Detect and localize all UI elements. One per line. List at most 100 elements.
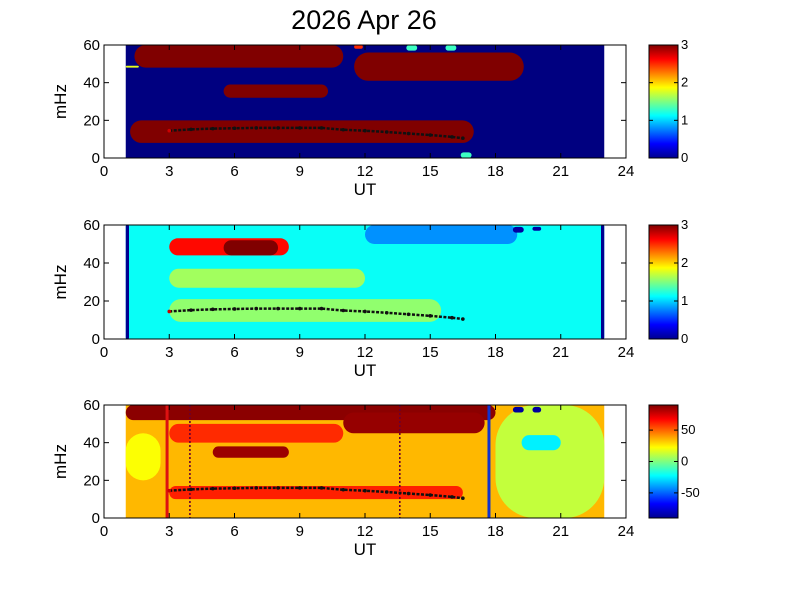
y-tick-label: 60 [83,217,100,234]
frequency-trace [169,486,464,500]
colorbar [648,404,679,519]
heatmap-region-7 [532,226,542,231]
x-tick-label: 24 [618,523,635,540]
heatmap-region-6 [512,226,524,233]
colorbar-tick-label: 50 [681,422,695,437]
x-tick-label: 15 [422,163,439,180]
panel-3: 0 3 6 9 12 15 18 21 24 0 20 40 60 UT mHz 50 0 -50 [51,397,700,559]
heatmap-region-3 [212,446,289,458]
heatmap-region-6 [495,405,605,518]
trace-point [428,314,433,318]
x-tick-label: 18 [487,523,504,540]
colorbar-tick-label: 2 [681,75,688,90]
x-tick-label: 18 [487,163,504,180]
trace-point [232,126,237,131]
trace-point [428,133,433,137]
trace-point [276,306,280,311]
colorbar [648,224,679,340]
trace-point [254,306,259,311]
x-tick-label: 0 [100,523,108,540]
trace-point [363,488,367,493]
x-tick-label: 9 [296,163,304,180]
trace-point [189,127,193,132]
x-tick-label: 24 [618,344,635,361]
x-tick-label: 12 [357,523,374,540]
trace-point [210,307,215,312]
x-tick-label: 6 [230,344,238,361]
trace-point [461,317,465,321]
y-axis-label: mHz [51,265,70,300]
x-tick-label: 21 [552,163,569,180]
heatmap-region-5 [125,65,139,68]
heatmap-region-4 [169,423,344,443]
x-tick-label: 6 [230,163,238,180]
trace-point [254,126,259,130]
trace-point [276,486,280,490]
trace-point [450,495,454,499]
trace-point [363,128,367,133]
trace-point [167,128,172,133]
x-axis-label: UT [354,361,377,380]
trace-point [210,126,215,131]
heatmap-region-10 [532,406,542,413]
heatmap-region-5 [365,225,518,244]
y-tick-label: 0 [92,331,100,348]
frequency-trace [169,126,464,140]
colorbar-tick-label: 2 [681,255,688,270]
x-tick-label: 21 [552,523,569,540]
heatmap-region-2 [223,240,278,256]
x-tick-label: 3 [165,163,173,180]
trace-point [297,126,302,130]
x-tick-label: 24 [618,163,635,180]
x-tick-label: 3 [165,523,173,540]
trace-point [254,486,259,490]
trace-point [384,310,389,315]
x-tick-label: 9 [296,344,304,361]
trace-point [428,493,433,497]
y-tick-label: 40 [83,255,100,272]
x-tick-label: 0 [100,344,108,361]
y-axis-label: mHz [51,444,70,479]
figure-title: 2026 Apr 26 [291,5,437,35]
heatmap-region-3 [169,268,365,288]
trace-point [232,307,237,311]
trace-point [450,315,454,320]
x-tick-label: 12 [357,163,374,180]
y-tick-label: 60 [83,37,100,54]
trace-point [189,308,193,312]
x-tick-label: 3 [165,344,173,361]
colorbar [648,44,679,159]
trace-point [450,135,454,139]
trace-point [210,486,215,491]
y-axis-label: mHz [51,84,70,119]
heatmap-region-4 [223,84,329,98]
y-tick-label: 0 [92,150,100,167]
x-tick-label: 0 [100,163,108,180]
colorbar-tick-label: -50 [681,485,700,500]
y-tick-label: 0 [92,510,100,527]
heatmap-region-9 [600,225,605,339]
trace-point [189,487,193,492]
trace-point [167,309,172,314]
trace-point [276,126,280,130]
colorbar-tick-label: 0 [681,454,688,469]
x-tick-label: 18 [487,344,504,361]
heatmap-region-8 [125,433,161,481]
trace-point [384,490,389,494]
trace-point [461,496,465,501]
y-tick-label: 20 [83,472,100,489]
heatmap-region-2 [343,412,485,434]
x-tick-label: 15 [422,344,439,361]
y-tick-label: 40 [83,75,100,92]
colorbar-tick-label: 1 [681,293,688,308]
y-tick-label: 20 [83,293,100,310]
trace-point [341,308,346,313]
trace-point [319,486,324,490]
heatmap-region-7 [521,435,561,451]
heatmap-region-9 [460,152,472,158]
trace-point [406,131,411,136]
y-tick-label: 60 [83,397,100,414]
